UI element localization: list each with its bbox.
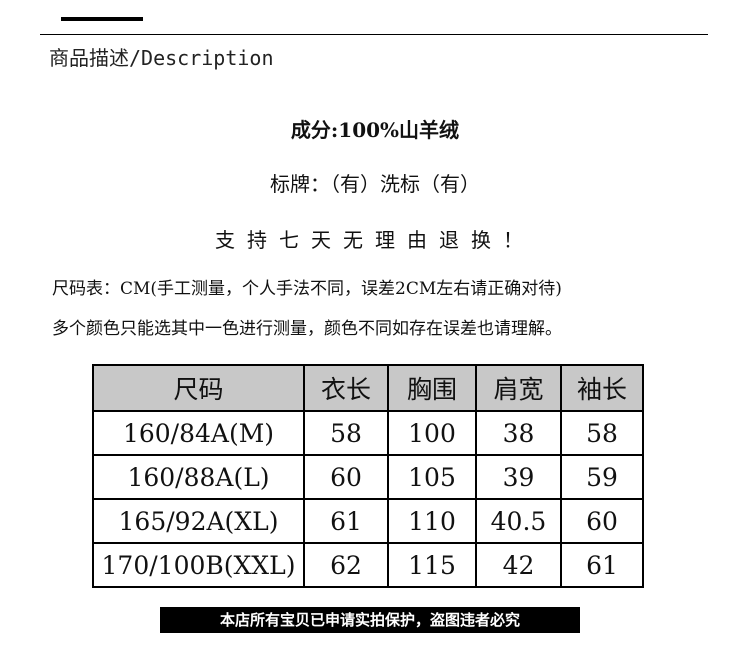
table-cell: 115 bbox=[387, 542, 477, 588]
table-cell: 170/100B(XXL) bbox=[92, 542, 305, 588]
section-heading: 商品描述/Description bbox=[49, 46, 274, 70]
return-policy: 支持七天无理由退换！ bbox=[215, 228, 535, 252]
table-cell: 38 bbox=[475, 410, 562, 456]
table-cell: 60 bbox=[303, 454, 389, 500]
accent-bar bbox=[61, 17, 143, 21]
copyright-banner: 本店所有宝贝已申请实拍保护，盗图违者必究 bbox=[160, 607, 580, 633]
table-cell: 160/88A(L) bbox=[92, 454, 305, 500]
table-cell: 165/92A(XL) bbox=[92, 498, 305, 544]
header-cell: 尺码 bbox=[92, 364, 305, 412]
table-header: 尺码 衣长 胸围 肩宽 袖长 bbox=[92, 364, 644, 412]
brand-label: 标牌：（有）洗标（有） bbox=[270, 172, 480, 196]
table-cell: 160/84A(M) bbox=[92, 410, 305, 456]
header-cell: 袖长 bbox=[560, 364, 644, 412]
table-cell: 105 bbox=[387, 454, 477, 500]
table-cell: 59 bbox=[560, 454, 644, 500]
table-row: 160/88A(L) 60 105 39 59 bbox=[92, 454, 644, 500]
table-row: 160/84A(M) 58 100 38 58 bbox=[92, 410, 644, 456]
table-row: 170/100B(XXL) 62 115 42 61 bbox=[92, 542, 644, 588]
table-cell: 42 bbox=[475, 542, 562, 588]
header-cell: 衣长 bbox=[303, 364, 389, 412]
composition: 成分:100%山羊绒 bbox=[290, 118, 460, 142]
color-note: 多个颜色只能选其中一色进行测量，颜色不同如存在误差也请理解。 bbox=[52, 319, 562, 339]
table-cell: 61 bbox=[303, 498, 389, 544]
table-cell: 100 bbox=[387, 410, 477, 456]
table-cell: 61 bbox=[560, 542, 644, 588]
size-table: 尺码 衣长 胸围 肩宽 袖长 160/84A(M) 58 100 38 58 1… bbox=[92, 364, 644, 588]
table-row: 165/92A(XL) 61 110 40.5 60 bbox=[92, 498, 644, 544]
table-cell: 40.5 bbox=[475, 498, 562, 544]
header-cell: 肩宽 bbox=[475, 364, 562, 412]
table-cell: 62 bbox=[303, 542, 389, 588]
header-cell: 胸围 bbox=[387, 364, 477, 412]
size-note: 尺码表：CM(手工测量，个人手法不同，误差2CM左右请正确对待) bbox=[52, 279, 562, 299]
table-cell: 39 bbox=[475, 454, 562, 500]
table-cell: 58 bbox=[560, 410, 644, 456]
table-cell: 58 bbox=[303, 410, 389, 456]
divider bbox=[40, 34, 708, 35]
table-cell: 110 bbox=[387, 498, 477, 544]
table-cell: 60 bbox=[560, 498, 644, 544]
